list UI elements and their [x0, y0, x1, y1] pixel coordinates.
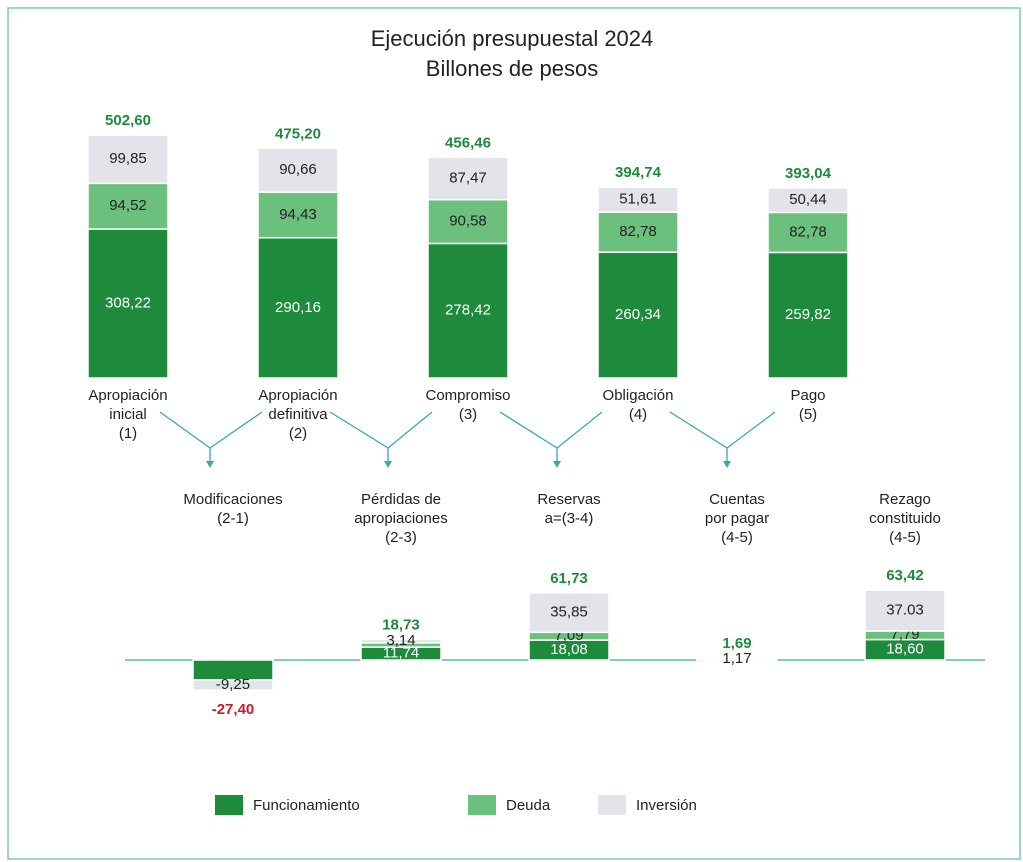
total-label: 502,60 — [105, 112, 151, 129]
value-label: 3,14 — [386, 632, 415, 649]
bar-segment — [257, 237, 339, 379]
total-label: 393,04 — [785, 165, 832, 182]
value-label: 82,78 — [619, 223, 657, 240]
bar-segment — [696, 657, 778, 661]
chart-subtitle: Billones de pesos — [426, 56, 598, 81]
category-label: Compromiso — [425, 387, 510, 404]
category-label: (5) — [799, 406, 817, 423]
bar-segment — [360, 638, 442, 644]
value-label: 18,08 — [550, 641, 588, 658]
bar-segment — [87, 134, 169, 185]
category-label: (4-5) — [889, 529, 921, 546]
category-label: Cuentas — [709, 491, 765, 508]
bar-segment — [87, 182, 169, 230]
bar-segment — [257, 147, 339, 193]
total-label: 63,42 — [886, 567, 924, 584]
category-label: Rezago — [879, 491, 931, 508]
total-label: 456,46 — [445, 134, 491, 151]
category-label: Apropiación — [88, 387, 167, 404]
category-label: (1) — [119, 425, 137, 442]
value-label: 99,85 — [109, 150, 147, 167]
category-label: Pago — [790, 387, 825, 404]
category-label: Obligación — [603, 387, 674, 404]
category-label: a=(3-4) — [545, 510, 594, 527]
value-label: 35,85 — [550, 604, 588, 621]
category-label: (2) — [289, 425, 307, 442]
value-label: 94,43 — [279, 206, 317, 223]
category-label: apropiaciones — [354, 510, 447, 527]
value-label: 260,34 — [615, 306, 661, 323]
value-label: 308,22 — [105, 294, 151, 311]
category-label: (4-5) — [721, 529, 753, 546]
value-label: 1,17 — [722, 650, 751, 667]
bar-segment — [597, 186, 679, 213]
value-label: 51,61 — [619, 191, 657, 208]
category-label: por pagar — [705, 510, 769, 527]
category-label: Reservas — [537, 491, 600, 508]
value-label: -9,25 — [216, 676, 250, 693]
bar-segment — [767, 187, 849, 214]
value-label: 87,47 — [449, 169, 487, 186]
category-label: (4) — [629, 406, 647, 423]
total-label: 18,73 — [382, 616, 420, 633]
category-label: (2-3) — [385, 529, 417, 546]
bar-segment — [427, 156, 509, 201]
bar-segment — [864, 589, 946, 632]
value-label: 259,82 — [785, 306, 831, 323]
category-label: (2-1) — [217, 510, 249, 527]
category-label: Pérdidas de — [361, 491, 441, 508]
value-label: 18,60 — [886, 641, 924, 658]
bar-segment — [528, 592, 610, 634]
legend-swatch — [215, 795, 243, 815]
value-label: 37.03 — [886, 602, 924, 619]
frame — [7, 7, 1021, 860]
value-label: 82,78 — [789, 223, 827, 240]
legend-swatch — [598, 795, 626, 815]
total-label: 475,20 — [275, 125, 321, 142]
category-label: (3) — [459, 406, 477, 423]
category-label: definitiva — [268, 406, 328, 423]
value-label: 90,66 — [279, 161, 317, 178]
total-label: 394,74 — [615, 164, 662, 181]
connectors — [159, 411, 776, 462]
value-label: 11,74 — [383, 645, 419, 662]
bar-segment — [767, 251, 849, 379]
legend-label: Funcionamiento — [253, 797, 360, 814]
legend-label: Deuda — [506, 797, 551, 814]
bar-segment — [767, 211, 849, 254]
arrow-heads — [206, 461, 731, 468]
bar-segment — [597, 251, 679, 379]
legend-swatch — [468, 795, 496, 815]
bar-segment — [87, 228, 169, 379]
category-label: Modificaciones — [183, 491, 282, 508]
value-label: 90,58 — [449, 213, 487, 230]
total-label: 61,73 — [550, 570, 588, 587]
value-label: 94,52 — [109, 197, 147, 214]
category-label: inicial — [109, 406, 147, 423]
bar-segment — [192, 679, 274, 691]
chart-title: Ejecución presupuestal 2024 — [371, 26, 654, 51]
bar-segment — [427, 242, 509, 379]
value-label: 278,42 — [445, 302, 491, 319]
category-label: Apropiación — [258, 387, 337, 404]
legend-label: Inversión — [636, 797, 697, 814]
value-label: 50,44 — [789, 191, 827, 208]
value-label: 290,16 — [275, 299, 321, 316]
bar-segment — [257, 191, 339, 239]
total-label: 1,69 — [722, 635, 751, 652]
category-label: constituido — [869, 510, 941, 527]
total-label: -27,40 — [212, 701, 255, 718]
